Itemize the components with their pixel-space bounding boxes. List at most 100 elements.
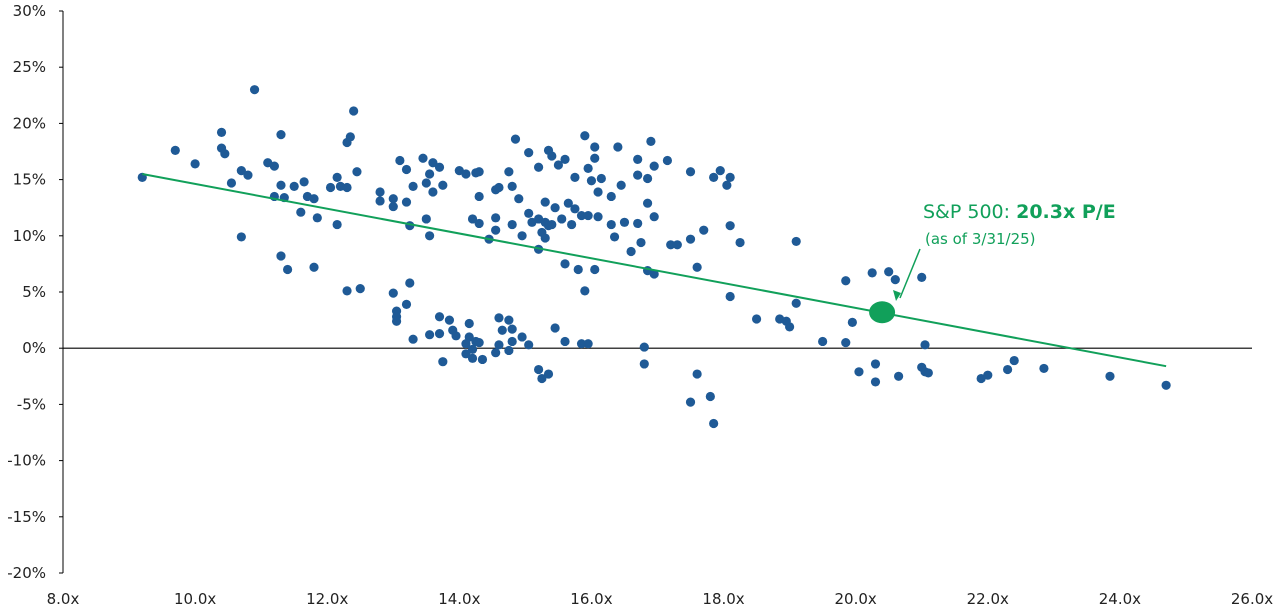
data-point [425, 169, 435, 179]
data-point [547, 151, 557, 161]
y-tick-label: 15% [13, 171, 46, 189]
data-point [550, 203, 560, 213]
data-point [507, 181, 517, 191]
annotation-arrow [899, 248, 921, 299]
data-point [524, 340, 534, 350]
annotation-bold: 20.3x P/E [1016, 201, 1116, 223]
data-point [553, 160, 564, 170]
data-point [444, 315, 455, 325]
x-tick-label: 26.0x [1231, 590, 1273, 608]
data-point [583, 163, 593, 173]
y-tick-label: 25% [13, 58, 46, 76]
data-point [428, 187, 438, 197]
data-point [672, 240, 682, 250]
sp500-marker [869, 301, 896, 324]
data-point [332, 219, 342, 230]
data-point [388, 201, 398, 212]
y-tick-label: -5% [17, 395, 46, 413]
data-point [576, 339, 587, 349]
data-point [785, 322, 795, 332]
data-point [190, 159, 200, 169]
data-point [573, 264, 583, 275]
data-point [309, 262, 319, 272]
data-point [705, 391, 715, 402]
data-point [847, 317, 857, 327]
data-point [517, 231, 527, 241]
data-point [451, 331, 461, 341]
data-point [841, 276, 851, 286]
data-point [504, 315, 514, 325]
data-point [590, 142, 600, 152]
x-tick-label: 14.0x [438, 590, 480, 608]
data-point [639, 342, 649, 352]
data-point [583, 210, 593, 221]
data-point [325, 182, 336, 193]
y-tick-label: 30% [13, 2, 46, 20]
data-point [401, 164, 412, 175]
data-point [606, 191, 616, 202]
data-point [497, 325, 507, 335]
data-point [507, 336, 517, 347]
data-point [593, 187, 603, 197]
data-point [550, 323, 560, 333]
data-point [649, 269, 659, 279]
data-point [540, 233, 550, 243]
data-point [276, 251, 286, 261]
data-point [464, 318, 474, 329]
data-point [236, 166, 246, 176]
data-point [514, 194, 524, 204]
data-point [570, 172, 580, 182]
y-tick-label: 5% [22, 283, 46, 301]
data-point [586, 176, 597, 186]
data-point [474, 218, 484, 229]
data-point [425, 231, 435, 241]
x-tick-label: 18.0x [702, 590, 744, 608]
data-point [226, 178, 237, 188]
data-point [249, 85, 260, 95]
y-tick-label: -15% [7, 508, 46, 526]
data-point [524, 208, 534, 218]
data-point [646, 136, 656, 146]
data-point [649, 212, 659, 222]
data-point [854, 367, 864, 377]
annotation-label: S&P 500: 20.3x P/E [923, 201, 1116, 223]
data-point [583, 339, 593, 349]
data-point [236, 232, 246, 242]
data-point [342, 182, 352, 193]
data-point [434, 312, 445, 322]
data-point [312, 213, 322, 223]
data-point [791, 236, 801, 247]
data-point [299, 177, 309, 187]
data-point [425, 330, 435, 340]
data-point [867, 268, 877, 278]
data-point [461, 349, 471, 359]
data-point [534, 162, 544, 172]
data-point [1009, 355, 1019, 366]
data-point [560, 154, 570, 164]
data-point [570, 204, 580, 214]
data-point [917, 272, 927, 282]
data-point [375, 196, 385, 206]
data-point [751, 314, 762, 324]
data-point [633, 218, 643, 229]
data-point [474, 337, 484, 348]
data-point [438, 357, 448, 367]
data-point [619, 217, 630, 227]
data-point [563, 198, 573, 208]
data-point [401, 197, 412, 207]
data-point [434, 328, 445, 339]
data-point [735, 237, 745, 248]
data-point [170, 145, 180, 155]
data-point [633, 154, 643, 164]
data-point [818, 336, 828, 347]
annotation-date: (as of 3/31/25) [925, 230, 1036, 248]
data-point [276, 180, 286, 190]
data-point [590, 264, 600, 275]
data-point [580, 286, 590, 296]
trendline [142, 172, 1167, 368]
data-point [725, 221, 735, 231]
data-point [494, 313, 504, 323]
data-point [560, 336, 570, 347]
data-point [606, 219, 616, 230]
data-point [467, 353, 478, 363]
